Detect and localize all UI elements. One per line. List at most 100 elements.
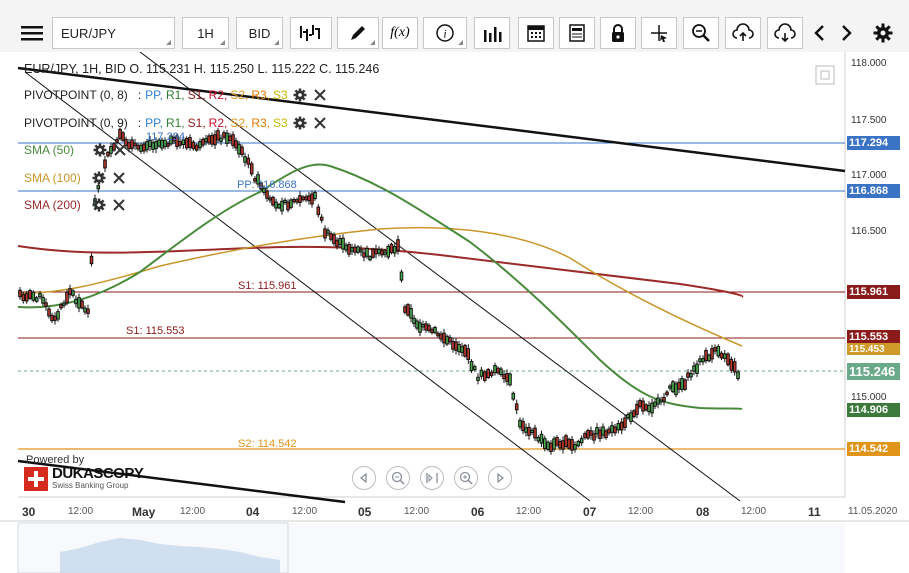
candle-body [561, 440, 565, 450]
channel-line-1 [139, 52, 741, 502]
pivot2-level-r2: R2, [208, 116, 228, 130]
sma100-indicator: SMA (100) [24, 170, 127, 186]
candle-body [644, 404, 648, 411]
sma100-name: SMA (100) [24, 171, 81, 185]
instrument-select[interactable]: EUR/JPY [52, 17, 175, 49]
candle-body [502, 374, 506, 380]
candle-body [469, 361, 474, 372]
candle-body [198, 141, 202, 149]
candle-body [489, 371, 494, 376]
scroll-right-button[interactable] [836, 17, 858, 49]
sma50-remove[interactable] [112, 142, 128, 158]
nav-left-button[interactable] [352, 466, 376, 490]
pivot1-remove[interactable] [312, 87, 328, 103]
hamburger-menu-icon[interactable] [18, 17, 46, 49]
lock-button[interactable] [600, 17, 636, 49]
zoom-button[interactable] [683, 17, 719, 49]
candle-body [268, 197, 272, 201]
candle-body [616, 423, 621, 431]
time-label: 04 [246, 505, 260, 519]
pivot2-remove[interactable] [312, 115, 328, 131]
gear-icon [293, 116, 307, 130]
candle-body [549, 442, 553, 453]
pivot1-settings[interactable] [292, 87, 308, 103]
price-tick: 117.500 [851, 115, 887, 126]
cloud-upload-icon [732, 23, 754, 41]
time-label: 05 [358, 505, 372, 519]
sma50-settings[interactable] [92, 142, 108, 158]
candle-body [121, 132, 125, 141]
zoom-in-button[interactable] [454, 466, 478, 490]
sma50-name: SMA (50) [24, 143, 75, 157]
candle-body [396, 239, 400, 251]
candle-body [521, 420, 525, 432]
time-label: May [132, 505, 156, 519]
cloud-download-button[interactable] [767, 17, 803, 49]
candle-body [237, 143, 241, 155]
calendar-button[interactable] [518, 17, 554, 49]
scroll-left-button[interactable] [808, 17, 830, 49]
pivot2-level-r1: R1, [165, 116, 185, 130]
candle-body [83, 307, 87, 313]
period-select[interactable]: 1H [182, 17, 229, 49]
pivot2-settings[interactable] [292, 115, 308, 131]
candle-body [701, 358, 705, 363]
settings-button[interactable] [869, 17, 897, 49]
nav-right-button[interactable] [488, 466, 512, 490]
sma100-remove[interactable] [111, 170, 127, 186]
time-label: 12:00 [68, 506, 94, 517]
pivot2-level-s1: S1, [187, 116, 206, 130]
candle-body [139, 144, 143, 152]
candle-body [710, 348, 714, 360]
price-tag-pp: 116.868 [847, 184, 900, 198]
candle-body [204, 138, 208, 143]
candle-body [310, 193, 314, 205]
candle-body [607, 428, 611, 434]
candle-body [704, 350, 708, 361]
calendar-icon [527, 25, 545, 42]
candle-body [34, 297, 39, 302]
pivot1-level-r1: R1, [165, 88, 185, 102]
close-icon [314, 117, 326, 129]
pivot1-level-pp: PP, [145, 88, 163, 102]
candle-body [326, 229, 330, 234]
candle-body [28, 290, 32, 299]
sma200-remove[interactable] [111, 197, 127, 213]
candle-body [329, 233, 333, 240]
chevron-left-icon [814, 25, 824, 41]
candle-body [445, 335, 449, 345]
candle-body [103, 159, 107, 169]
candle-body [570, 439, 574, 451]
candle-body [726, 353, 730, 366]
candle-body [383, 251, 387, 255]
candle-body [374, 248, 378, 255]
crosshair-button[interactable] [641, 17, 677, 49]
candle-body [341, 237, 345, 250]
price-chart[interactable] [0, 52, 909, 573]
cloud-upload-button[interactable] [725, 17, 761, 49]
indicators-button[interactable]: f(x) [382, 17, 418, 49]
sma100-settings[interactable] [91, 170, 107, 186]
zoom-out-button[interactable] [386, 466, 410, 490]
s2-level-label: S2: 114.542 [238, 438, 297, 450]
draw-button[interactable] [337, 17, 379, 49]
candle-body [225, 132, 229, 144]
news-button[interactable] [559, 17, 595, 49]
candle-body [421, 324, 425, 328]
price-tag-current: 115.246 [847, 363, 900, 380]
candle-body [415, 320, 419, 329]
fit-button[interactable] [420, 466, 444, 490]
price-tag-s1b: 115.553 [847, 330, 900, 344]
candle-body [589, 430, 593, 436]
bar-chart-button[interactable] [474, 17, 510, 49]
candle-body [527, 426, 531, 436]
candlestick-type-button[interactable] [290, 17, 332, 49]
nav-left-icon [359, 473, 367, 483]
candle-body [74, 298, 78, 305]
expand-chart-icon[interactable] [815, 65, 835, 85]
pivot2-level-pp: PP, [145, 116, 163, 130]
sma200-settings[interactable] [91, 197, 107, 213]
side-select[interactable]: BID [236, 17, 283, 49]
info-button[interactable]: i [423, 17, 467, 49]
candle-body [641, 400, 645, 412]
